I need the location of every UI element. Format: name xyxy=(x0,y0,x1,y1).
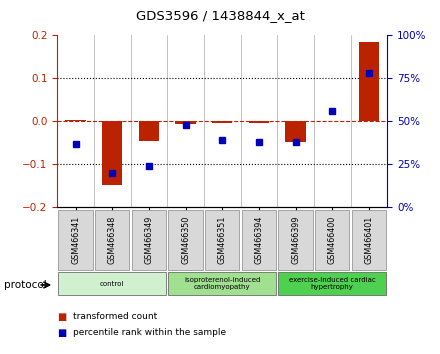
Text: GSM466350: GSM466350 xyxy=(181,216,190,264)
Bar xyxy=(279,272,386,295)
Text: ■: ■ xyxy=(57,328,66,338)
Bar xyxy=(66,120,86,121)
Text: GSM466349: GSM466349 xyxy=(144,216,154,264)
Bar xyxy=(168,210,203,270)
Text: GSM466399: GSM466399 xyxy=(291,216,300,264)
Bar xyxy=(176,121,196,124)
Text: control: control xyxy=(100,281,125,286)
Text: GSM466394: GSM466394 xyxy=(254,216,264,264)
Text: protocol: protocol xyxy=(4,280,47,290)
Bar xyxy=(58,210,93,270)
Bar xyxy=(139,121,159,141)
Bar xyxy=(352,210,386,270)
Text: GSM466348: GSM466348 xyxy=(108,216,117,264)
Bar xyxy=(315,210,349,270)
Text: isoproterenol-induced
cardiomyopathy: isoproterenol-induced cardiomyopathy xyxy=(184,277,260,290)
Text: exercise-induced cardiac
hypertrophy: exercise-induced cardiac hypertrophy xyxy=(289,277,376,290)
Bar xyxy=(168,272,276,295)
Text: ■: ■ xyxy=(57,312,66,322)
Text: GSM466400: GSM466400 xyxy=(328,216,337,264)
Bar xyxy=(132,210,166,270)
Bar xyxy=(249,121,269,124)
Bar xyxy=(58,272,166,295)
Text: transformed count: transformed count xyxy=(73,312,157,321)
Text: percentile rank within the sample: percentile rank within the sample xyxy=(73,328,226,337)
Bar xyxy=(242,210,276,270)
Text: GSM466401: GSM466401 xyxy=(364,216,374,264)
Bar xyxy=(102,121,122,185)
Text: GSM466351: GSM466351 xyxy=(218,216,227,264)
Text: GDS3596 / 1438844_x_at: GDS3596 / 1438844_x_at xyxy=(136,9,304,22)
Bar xyxy=(212,121,232,122)
Bar xyxy=(286,121,306,142)
Bar xyxy=(279,210,313,270)
Bar xyxy=(359,42,379,121)
Bar xyxy=(205,210,239,270)
Bar xyxy=(95,210,129,270)
Text: GSM466341: GSM466341 xyxy=(71,216,80,264)
